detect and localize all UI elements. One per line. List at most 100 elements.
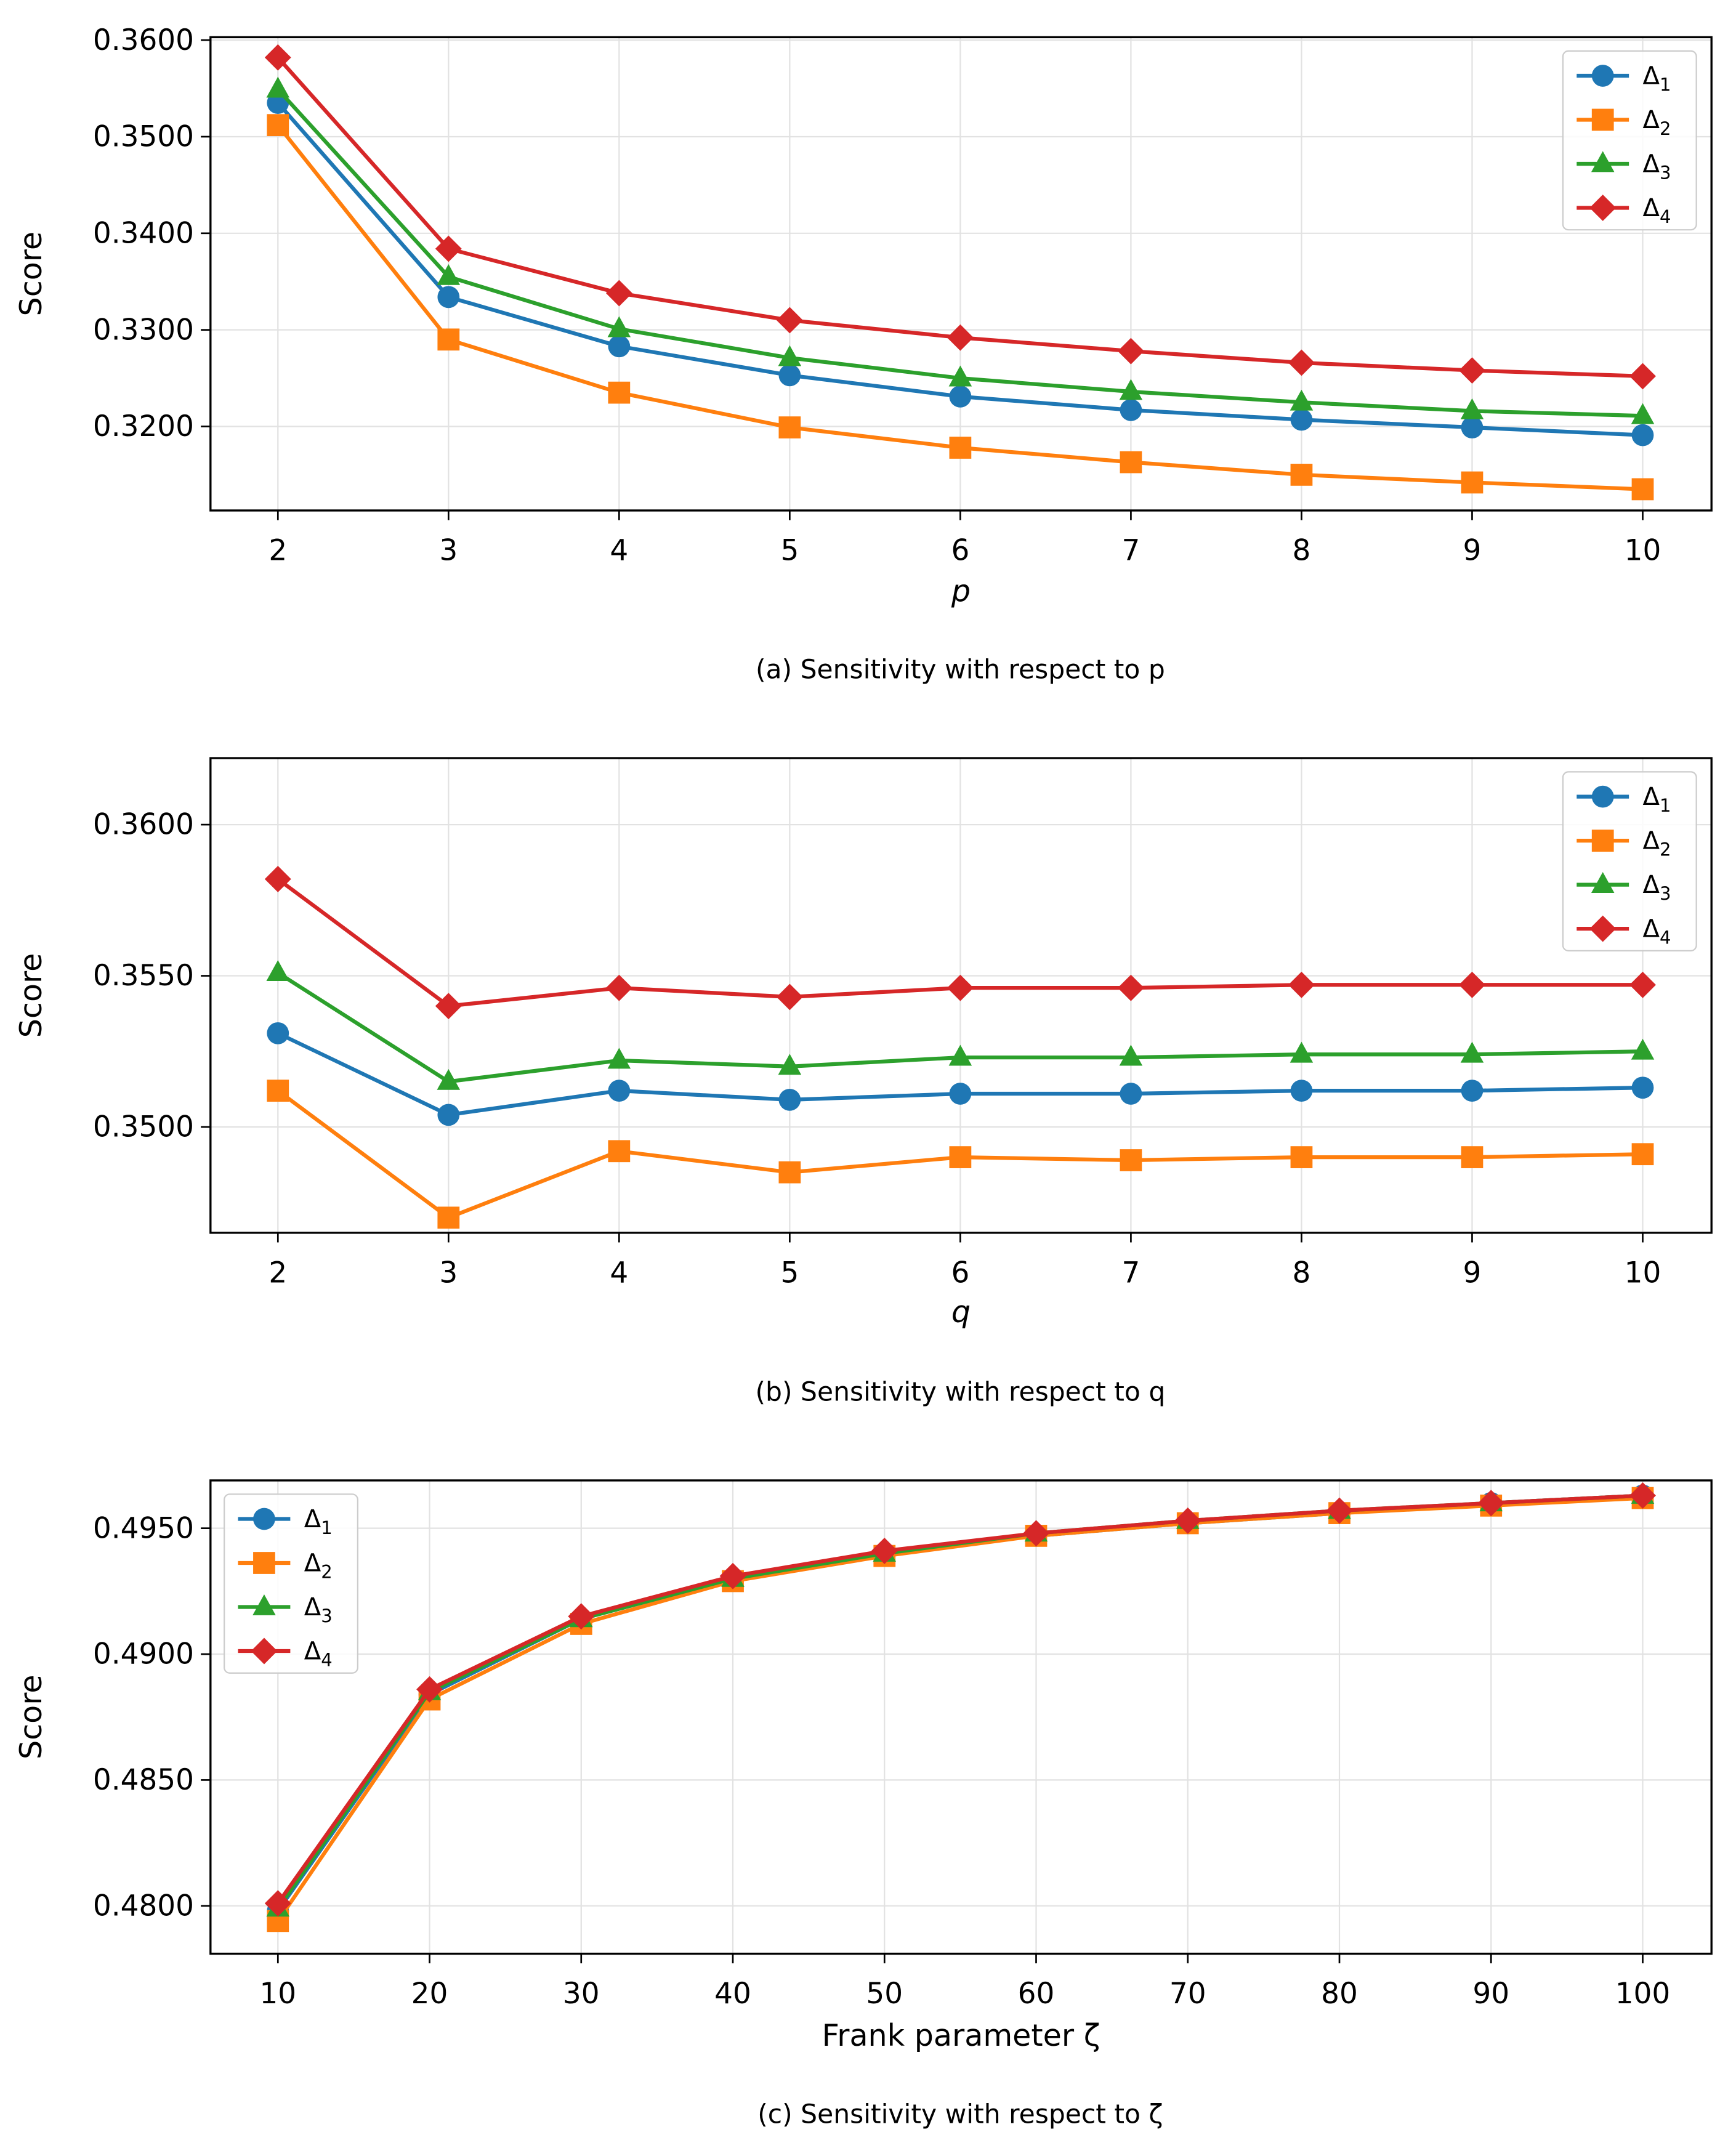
diamond-marker [1477, 1490, 1504, 1517]
y-tick-label: 0.4950 [93, 1511, 194, 1545]
diamond-marker [568, 1603, 595, 1630]
caption: (c) Sensitivity with respect to ζ [757, 2099, 1163, 2130]
series-2 [267, 114, 1654, 501]
legend-box [224, 1493, 358, 1674]
diamond-marker [251, 1637, 278, 1665]
x-tick-label: 8 [1293, 1256, 1311, 1290]
x-axis-label: q [951, 1294, 971, 1330]
x-tick-label: 7 [1121, 533, 1140, 567]
y-axis-label: Score [13, 232, 49, 317]
circle-marker [1290, 1080, 1313, 1102]
y-tick-label: 0.3500 [93, 120, 194, 154]
plot-frame [209, 1479, 1713, 1955]
square-marker [437, 1206, 460, 1229]
circle-marker [1120, 1083, 1142, 1105]
triangle-marker [1460, 398, 1484, 419]
y-axis-label: Score [13, 953, 49, 1038]
diamond-marker [1117, 337, 1144, 365]
diamond-marker [947, 324, 974, 351]
circle-marker [1591, 65, 1614, 87]
square-marker [949, 1146, 972, 1168]
square-marker [1461, 1146, 1484, 1168]
circle-marker [608, 1080, 631, 1102]
x-tick-label: 40 [714, 1977, 751, 2011]
series-1 [267, 92, 1654, 446]
circle-marker [778, 364, 801, 387]
square-marker [778, 1161, 801, 1184]
y-tick-label: 0.4850 [93, 1763, 194, 1797]
series-3 [266, 76, 1655, 424]
x-tick-label: 70 [1169, 1977, 1206, 2011]
x-tick-label: 3 [439, 1256, 458, 1290]
square-marker [608, 381, 631, 404]
circle-marker [267, 1022, 289, 1044]
diamond-marker [1589, 915, 1617, 942]
triangle-marker [778, 345, 802, 366]
circle-marker [1631, 1076, 1654, 1099]
x-tick-label: 2 [268, 533, 287, 567]
y-tick-label: 0.3600 [93, 808, 194, 842]
series-1 [267, 1022, 1654, 1126]
diamond-marker [264, 866, 291, 892]
y-tick-label: 0.3500 [93, 1110, 194, 1144]
square-marker [1290, 1146, 1313, 1168]
x-tick-label: 2 [268, 1256, 287, 1290]
y-tick-label: 0.3200 [93, 410, 194, 443]
diamond-marker [605, 974, 632, 1001]
diamond-marker [264, 44, 291, 71]
x-tick-label: 5 [780, 533, 799, 567]
triangle-marker [1119, 379, 1143, 400]
legend-label: Δ3 [1642, 150, 1671, 183]
series-line [276, 1496, 1643, 1923]
square-marker [1120, 451, 1142, 474]
triangle-marker [252, 1594, 276, 1615]
x-tick-label: 6 [951, 533, 969, 567]
series-4 [264, 1482, 1656, 1917]
square-marker [1631, 478, 1654, 501]
x-tick-label: 5 [780, 1256, 799, 1290]
triangle-marker [607, 316, 631, 337]
x-tick-label: 9 [1463, 533, 1482, 567]
triangle-marker [1460, 1041, 1484, 1063]
x-tick-label: 30 [563, 1977, 600, 2011]
chart-panel-c: 10 20 30 40 50 60 70 80 90 100 0.4800 0.4850 0.4900 0… [13, 1479, 1713, 2130]
x-tick-label: 9 [1463, 1256, 1482, 1290]
circle-marker [1290, 408, 1313, 431]
y-tick-label: 0.3550 [93, 959, 194, 993]
triangle-marker [948, 1044, 972, 1066]
x-tick-label: 90 [1472, 1977, 1509, 2011]
square-marker [778, 416, 801, 438]
triangle-marker [1290, 389, 1314, 411]
legend-box [1562, 771, 1697, 951]
triangle-marker [437, 264, 461, 285]
x-tick-label: 4 [610, 533, 628, 567]
x-tick-label: 20 [411, 1977, 448, 2011]
diamond-marker [1459, 971, 1485, 998]
diamond-marker [1288, 349, 1315, 376]
diamond-marker [435, 993, 462, 1020]
y-axis-label: Score [13, 1674, 49, 1759]
series-line [276, 1493, 1643, 1910]
x-tick-label: 10 [259, 1977, 296, 2011]
x-tick-label: 80 [1321, 1977, 1358, 2011]
triangle-marker [266, 76, 290, 98]
circle-marker [1591, 785, 1614, 808]
square-marker [267, 1080, 289, 1102]
circle-marker [1461, 416, 1484, 438]
series-1 [267, 1484, 1654, 1922]
series-line [276, 1493, 1643, 1905]
diamond-marker [1459, 357, 1485, 384]
series-line [276, 1493, 1643, 1912]
diamond-marker [435, 235, 462, 262]
y-tick-label: 0.4900 [93, 1637, 194, 1671]
square-marker [1631, 1143, 1654, 1166]
diamond-marker [1589, 194, 1617, 221]
square-marker [1591, 108, 1614, 131]
triangle-marker [778, 1054, 802, 1075]
square-marker [1290, 464, 1313, 486]
diamond-marker [947, 974, 974, 1001]
series-2 [267, 1487, 1654, 1932]
triangle-marker [948, 365, 972, 387]
